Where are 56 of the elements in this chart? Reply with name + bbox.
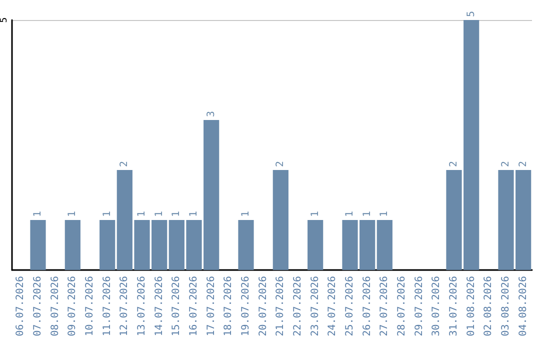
data-label: 3 — [206, 110, 217, 117]
x-tick-label: 02.08.2026 — [483, 276, 494, 336]
bar — [376, 220, 392, 270]
x-tick-label: 17.07.2026 — [206, 276, 217, 336]
x-tick-label: 22.07.2026 — [292, 276, 304, 336]
data-label: 1 — [188, 210, 200, 217]
x-tick-label: 07.07.2026 — [32, 276, 44, 336]
bar — [30, 220, 46, 270]
x-tick-label: 21.07.2026 — [275, 276, 286, 336]
x-tick-label: 08.07.2026 — [50, 276, 61, 336]
x-tick-label: 01.08.2026 — [466, 276, 477, 336]
bar — [308, 220, 324, 270]
data-label: 1 — [379, 210, 390, 217]
x-tick-label: 24.07.2026 — [327, 276, 338, 336]
data-label: 1 — [362, 210, 373, 217]
x-tick-label: 03.08.2026 — [500, 276, 512, 336]
bar — [272, 170, 288, 270]
data-label: 1 — [171, 210, 182, 217]
x-tick-label: 26.07.2026 — [362, 276, 373, 336]
x-tick-label: 12.07.2026 — [119, 276, 130, 336]
data-label: 1 — [102, 210, 113, 217]
x-tick-label: 25.07.2026 — [344, 276, 356, 336]
x-tick-label: 11.07.2026 — [102, 276, 113, 336]
data-label: 1 — [136, 210, 148, 217]
bar — [238, 220, 254, 270]
x-tick-label: 10.07.2026 — [84, 276, 96, 336]
x-tick-label: 27.07.2026 — [379, 276, 390, 336]
data-label: 2 — [500, 160, 512, 167]
data-label: 2 — [275, 160, 286, 167]
data-label: 1 — [240, 210, 252, 217]
data-label: 1 — [344, 210, 356, 217]
data-label: 1 — [67, 210, 78, 217]
x-tick-label: 18.07.2026 — [223, 276, 234, 336]
x-tick-label: 23.07.2026 — [310, 276, 321, 336]
data-label: 5 — [466, 10, 477, 17]
data-label: 2 — [518, 160, 529, 167]
x-tick-label: 13.07.2026 — [136, 276, 148, 336]
x-tick-label: 15.07.2026 — [171, 276, 182, 336]
data-label: 2 — [119, 160, 130, 167]
x-tick-label: 20.07.2026 — [258, 276, 269, 336]
x-tick-label: 31.07.2026 — [448, 276, 460, 336]
x-tick-label: 16.07.2026 — [188, 276, 200, 336]
x-tick-label: 14.07.2026 — [154, 276, 165, 336]
x-tick-label: 30.07.2026 — [431, 276, 442, 336]
bar — [64, 220, 80, 270]
x-tick-label: 04.08.2026 — [518, 276, 529, 336]
x-tick-label: 06.07.2026 — [15, 276, 26, 336]
x-tick-label: 28.07.2026 — [396, 276, 408, 336]
data-label: 1 — [154, 210, 165, 217]
x-tick-label: 09.07.2026 — [67, 276, 78, 336]
x-tick-label: 29.07.2026 — [414, 276, 425, 336]
data-label: 1 — [310, 210, 321, 217]
x-tick-label: 19.07.2026 — [240, 276, 252, 336]
bar — [100, 220, 116, 270]
data-label: 1 — [32, 210, 44, 217]
data-label: 2 — [448, 160, 460, 167]
